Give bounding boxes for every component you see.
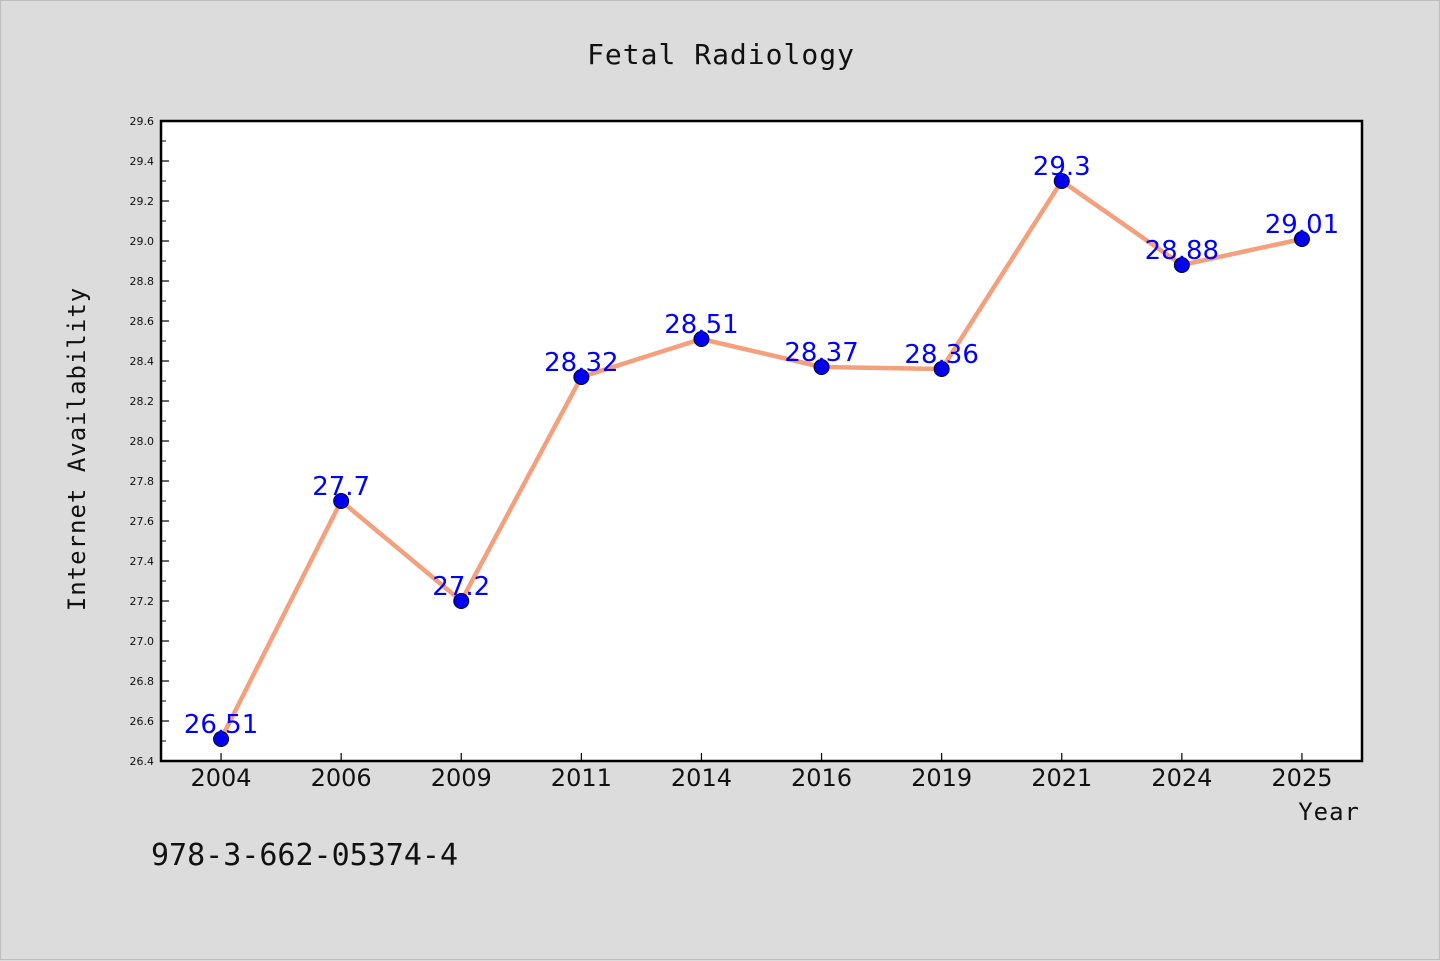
- x-tick-label: 2025: [1271, 764, 1332, 792]
- y-tick-label: 27.4: [130, 555, 155, 568]
- data-label: 28.32: [544, 348, 618, 378]
- y-tick-label: 28.2: [130, 395, 155, 408]
- x-tick-label: 2006: [311, 764, 372, 792]
- data-label-group: 26.51 27.7 27.2 28.32 28.51 28.37 28.36 29.3 28.…: [184, 152, 1339, 740]
- y-tick-label: 26.4: [130, 755, 155, 768]
- data-point: [933, 361, 950, 377]
- x-tick-label: 2016: [791, 764, 852, 792]
- data-point: [213, 731, 230, 747]
- x-axis-title: Year: [1298, 798, 1360, 826]
- y-axis: 26.4 26.6 26.8 27.0 27.2 27.4 27.6 27.8 28.0 28.2…: [130, 115, 169, 768]
- plot-border: [159, 119, 1364, 763]
- data-point: [333, 493, 350, 509]
- y-tick-label: 29.4: [130, 155, 155, 168]
- y-tick-label: 26.8: [130, 675, 155, 688]
- data-label: 29.01: [1265, 210, 1339, 240]
- y-tick-label: 29.0: [130, 235, 155, 248]
- footer-code: 978-3-662-05374-4: [151, 838, 458, 873]
- data-label: 28.36: [904, 340, 978, 370]
- data-label: 26.51: [184, 710, 258, 740]
- y-tick-label: 26.6: [130, 715, 155, 728]
- y-tick-label: 27.8: [130, 475, 155, 488]
- data-label: 27.7: [312, 472, 370, 502]
- x-tick-label: 2024: [1151, 764, 1212, 792]
- series-line-group: [213, 173, 1310, 747]
- data-label: 28.37: [784, 338, 858, 368]
- y-tick-label: 27.6: [130, 515, 155, 528]
- x-tick-label: 2021: [1031, 764, 1092, 792]
- data-point: [453, 593, 470, 609]
- y-axis-title: Internet Availability: [63, 287, 91, 611]
- x-tick-label: 2011: [551, 764, 612, 792]
- data-point: [1293, 231, 1310, 247]
- chart-title: Fetal Radiology: [587, 38, 855, 71]
- y-tick-label: 28.4: [130, 355, 155, 368]
- y-tick-label: 29.6: [130, 115, 155, 128]
- y-tick-label: 27.0: [130, 635, 155, 648]
- series-line: [218, 178, 1305, 742]
- x-tick-label: 2004: [191, 764, 252, 792]
- data-label: 29.3: [1033, 152, 1091, 182]
- data-label: 27.2: [432, 572, 490, 602]
- x-tick-label: 2019: [911, 764, 972, 792]
- y-tick-label: 27.2: [130, 595, 155, 608]
- data-point: [813, 359, 830, 375]
- y-tick-label: 29.2: [130, 195, 155, 208]
- x-axis: 2004 2006 2009 2011 2014 2016 2019 2021 2024 2025: [191, 753, 1332, 792]
- plot-area: [161, 121, 1362, 761]
- data-point: [693, 331, 710, 347]
- data-point: [573, 369, 590, 385]
- x-tick-label: 2014: [671, 764, 732, 792]
- data-label: 28.88: [1145, 236, 1219, 266]
- y-tick-label: 28.6: [130, 315, 155, 328]
- y-tick-label: 28.0: [130, 435, 155, 448]
- data-point: [1173, 257, 1190, 273]
- x-tick-label: 2009: [431, 764, 492, 792]
- y-tick-label: 28.8: [130, 275, 155, 288]
- data-point: [1053, 173, 1070, 189]
- data-label: 28.51: [664, 310, 738, 340]
